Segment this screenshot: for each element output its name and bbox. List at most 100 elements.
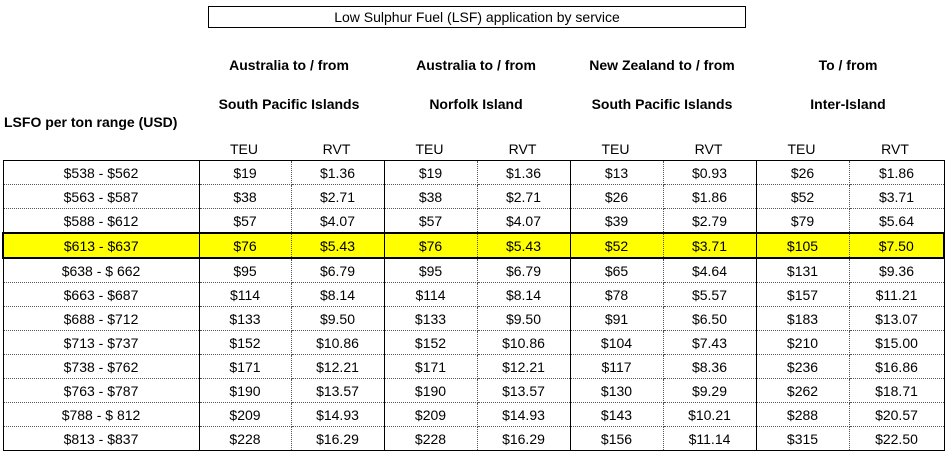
sub-header-teu: TEU [787,141,816,157]
range-cell: $788 - $ 812 [2,402,200,427]
rvt-value-cell: $6.50 [663,306,757,331]
rvt-value-cell: $4.64 [663,258,757,283]
rvt-value-cell: $8.36 [663,354,757,379]
row-header-label: LSFO per ton range (USD) [4,114,178,130]
rvt-value-cell: $13.07 [849,306,945,331]
rvt-value-cell: $10.86 [477,330,571,355]
range-cell: $688 - $712 [2,306,200,331]
teu-value-cell: $105 [755,232,850,259]
teu-value-cell: $262 [755,378,850,403]
rvt-value-cell: $13.57 [477,378,571,403]
table-row: $588 - $612 $57 $4.07 $57 $4.07 $39 $2.79 $79 $5… [2,208,945,234]
teu-value-cell: $315 [755,426,850,451]
teu-value-cell: $209 [199,402,292,427]
teu-value-cell: $152 [199,330,292,355]
rvt-value-cell: $11.21 [849,282,945,307]
sub-header-rvt: RVT [694,141,723,157]
range-cell: $613 - $637 [2,232,200,259]
teu-value-cell: $190 [199,378,292,403]
teu-value-cell: $114 [383,282,478,307]
rvt-value-cell: $3.71 [663,232,757,259]
teu-value-cell: $130 [569,378,664,403]
rvt-value-cell: $3.71 [849,184,945,209]
teu-value-cell: $209 [383,402,478,427]
rvt-value-cell: $1.86 [663,184,757,209]
table-row: $688 - $712 $133 $9.50 $133 $9.50 $91 $6.50 $18… [2,306,945,331]
range-cell: $738 - $762 [2,354,200,379]
teu-value-cell: $228 [199,426,292,451]
table-row: $763 - $787 $190 $13.57 $190 $13.57 $130 $9.29… [2,378,945,403]
rvt-value-cell: $1.86 [849,160,945,185]
teu-value-cell: $152 [383,330,478,355]
table-row: $788 - $ 812 $209 $14.93 $209 $14.93 $143 $10.… [2,402,945,427]
range-cell: $813 - $837 [2,426,200,451]
rvt-value-cell: $2.79 [663,208,757,234]
table-row: $813 - $837 $228 $16.29 $228 $16.29 $156 $11.1… [2,426,945,451]
group-header-3-line1: New Zealand to / from [589,57,735,73]
rvt-value-cell: $20.57 [849,402,945,427]
rvt-value-cell: $22.50 [849,426,945,451]
sub-header-rvt: RVT [508,141,537,157]
rvt-value-cell: $14.93 [477,402,571,427]
teu-value-cell: $57 [199,208,292,234]
teu-value-cell: $19 [383,160,478,185]
teu-value-cell: $117 [569,354,664,379]
rvt-value-cell: $13.57 [291,378,385,403]
table-row-highlighted: $613 - $637 $76 $5.43 $76 $5.43 $52 $3.71 $105 $… [2,232,945,259]
teu-value-cell: $78 [569,282,664,307]
teu-value-cell: $157 [755,282,850,307]
teu-value-cell: $190 [383,378,478,403]
rvt-value-cell: $15.00 [849,330,945,355]
rvt-value-cell: $9.50 [477,306,571,331]
table-row: $738 - $762 $171 $12.21 $171 $12.21 $117 $8.36… [2,354,945,379]
teu-value-cell: $104 [569,330,664,355]
table-row: $713 - $737 $152 $10.86 $152 $10.86 $104 $7.43… [2,330,945,355]
table-body: $538 - $562 $19 $1.36 $19 $1.36 $13 $0.93 $26 $1… [2,160,945,451]
teu-value-cell: $13 [569,160,664,185]
rvt-value-cell: $9.29 [663,378,757,403]
sub-header-rvt: RVT [322,141,351,157]
range-cell: $563 - $587 [2,184,200,209]
rvt-value-cell: $14.93 [291,402,385,427]
teu-value-cell: $236 [755,354,850,379]
rvt-value-cell: $11.14 [663,426,757,451]
table-row: $663 - $687 $114 $8.14 $114 $8.14 $78 $5.57 $15… [2,282,945,307]
teu-value-cell: $171 [383,354,478,379]
rvt-value-cell: $1.36 [291,160,385,185]
rvt-value-cell: $6.79 [291,258,385,283]
teu-value-cell: $95 [199,258,292,283]
teu-value-cell: $288 [755,402,850,427]
teu-value-cell: $133 [199,306,292,331]
teu-value-cell: $76 [199,232,292,259]
teu-value-cell: $26 [755,160,850,185]
group-header-1-line1: Australia to / from [229,57,349,73]
rvt-value-cell: $9.50 [291,306,385,331]
range-cell: $538 - $562 [2,160,200,185]
teu-value-cell: $76 [383,232,478,259]
teu-value-cell: $95 [383,258,478,283]
teu-value-cell: $79 [755,208,850,234]
range-cell: $763 - $787 [2,378,200,403]
rvt-value-cell: $12.21 [291,354,385,379]
teu-value-cell: $133 [383,306,478,331]
rvt-value-cell: $2.71 [291,184,385,209]
rvt-value-cell: $16.29 [291,426,385,451]
rvt-value-cell: $6.79 [477,258,571,283]
sub-header-teu: TEU [601,141,630,157]
rvt-value-cell: $5.57 [663,282,757,307]
range-cell: $588 - $612 [2,208,200,234]
teu-value-cell: $26 [569,184,664,209]
teu-value-cell: $131 [755,258,850,283]
rvt-value-cell: $5.43 [477,232,571,259]
sub-header-teu: TEU [415,141,444,157]
rvt-value-cell: $5.43 [291,232,385,259]
teu-value-cell: $19 [199,160,292,185]
sub-header-teu: TEU [230,141,258,157]
rvt-value-cell: $4.07 [291,208,385,234]
rvt-value-cell: $5.64 [849,208,945,234]
group-header-3-line2: South Pacific Islands [591,96,733,112]
fuel-surcharge-table: $538 - $562 $19 $1.36 $19 $1.36 $13 $0.93 $26 $1… [2,160,945,451]
teu-value-cell: $38 [199,184,292,209]
teu-value-cell: $91 [569,306,664,331]
table-title: Low Sulphur Fuel (LSF) application by se… [208,6,746,28]
